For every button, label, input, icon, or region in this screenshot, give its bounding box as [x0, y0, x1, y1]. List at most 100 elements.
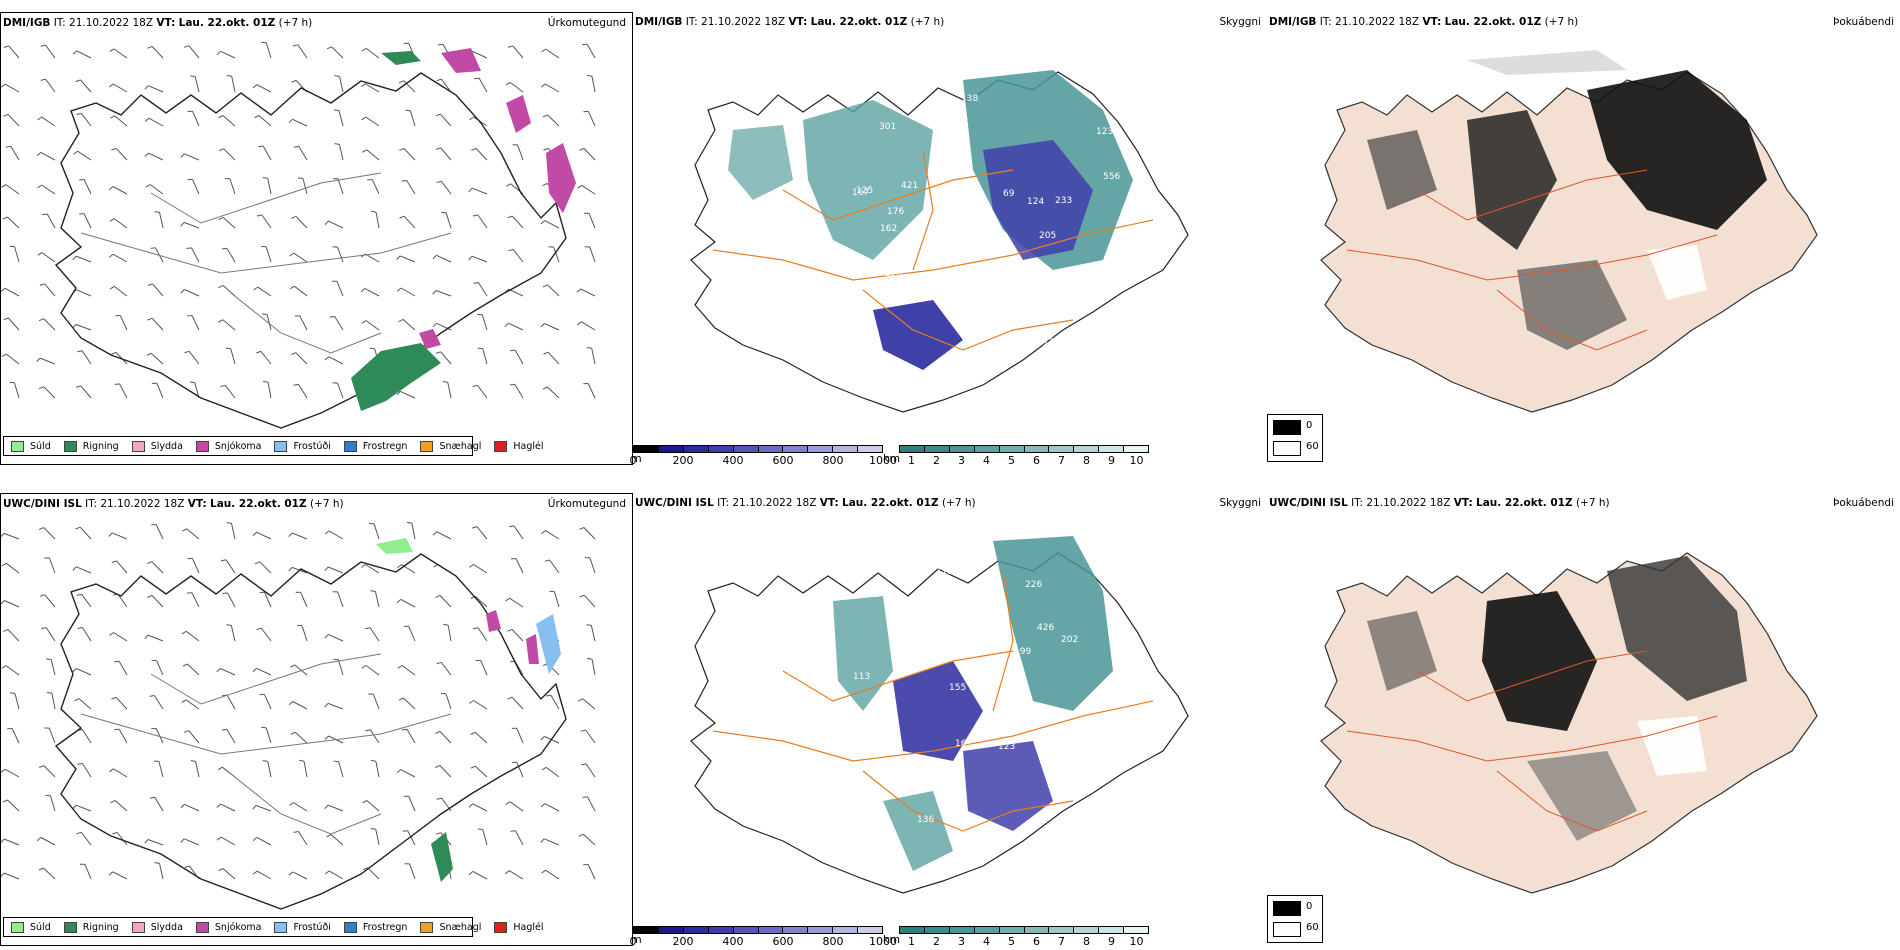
wind-barb	[188, 730, 200, 744]
colorbar-segment	[900, 446, 925, 452]
wind-barb-flag	[468, 255, 473, 261]
wind-barb-flag	[477, 828, 483, 830]
wind-barb-flag	[38, 318, 44, 322]
valid-time: Lau. 22.okt. 01Z	[1476, 497, 1573, 509]
wind-barb-flag	[254, 115, 260, 119]
wind-barb	[544, 838, 560, 846]
wind-barb	[183, 221, 200, 229]
visibility-label: 176	[844, 723, 861, 733]
wind-barb-flag	[432, 322, 437, 328]
colorbar-segment	[634, 446, 659, 452]
ceiling-colorbar: 0 200 400 600 800 1000 m	[630, 926, 897, 948]
wind-barb	[337, 591, 344, 608]
wind-barb	[411, 523, 416, 540]
visibility-label: 113	[936, 567, 953, 577]
wind-barb	[148, 117, 164, 127]
wind-barb	[156, 383, 164, 399]
wind-barb	[439, 113, 452, 127]
wind-barb-flag	[144, 634, 149, 640]
wind-barb	[472, 870, 488, 880]
wind-barb	[328, 870, 344, 880]
wind-barb-flag	[147, 283, 153, 286]
wind-barb	[184, 838, 200, 846]
wind-barb	[403, 697, 416, 710]
colorbar-segment	[783, 446, 809, 452]
wind-barb	[508, 322, 524, 331]
wind-barb	[255, 805, 272, 812]
wind-barb-flag	[334, 143, 340, 145]
wind-barb-flag	[190, 760, 196, 762]
wind-barb-flag	[220, 559, 227, 562]
wind-barb-flag	[504, 322, 509, 328]
wind-barb	[260, 351, 272, 365]
wind-barb	[371, 179, 380, 195]
visibility-colorbar: 1 2 3 4 5 6 7 8 9 10 km	[883, 926, 1149, 948]
wind-barb-flag	[218, 216, 224, 221]
wind-barb	[294, 285, 308, 297]
model-name: DMI/IGB	[1269, 16, 1317, 28]
wind-barb	[119, 383, 128, 399]
wind-barb-flag	[398, 697, 404, 701]
wind-barb-flag	[507, 696, 513, 700]
wind-barb-flag	[221, 247, 227, 250]
wind-barb-flag	[39, 765, 44, 768]
wind-barb-flag	[262, 177, 268, 179]
wind-barb	[231, 76, 236, 93]
legend-swatch	[11, 440, 24, 452]
wind-barb	[585, 729, 596, 744]
wind-barb	[112, 83, 128, 93]
wind-barb-flag	[469, 116, 475, 121]
legend-swatch	[420, 440, 434, 452]
wind-barb-flag	[9, 692, 16, 694]
wind-barb	[48, 727, 56, 744]
valid-time: Lau. 22.okt. 01Z	[842, 497, 939, 509]
wind-barb-flag	[72, 255, 77, 261]
wind-barb-flag	[398, 318, 404, 323]
wind-barb-flag	[508, 525, 515, 528]
wind-barb	[4, 600, 20, 608]
wind-barb	[185, 699, 200, 710]
visibility-label: 167	[852, 188, 869, 198]
colorbar-tick: 2	[933, 935, 940, 948]
colorbar-segment	[1024, 927, 1050, 933]
wind-barb	[550, 694, 560, 710]
wind-barb-flag	[3, 113, 9, 117]
wind-barb-flag	[324, 703, 329, 708]
wind-barb	[327, 702, 344, 710]
wind-barb	[365, 665, 380, 676]
visibility-label: 421	[901, 181, 918, 191]
wind-barb	[298, 146, 308, 161]
wind-barb-flag	[288, 871, 294, 876]
wind-barb-flag	[396, 391, 401, 396]
colorbar-tick: 800	[822, 935, 844, 948]
wind-barb-flag	[290, 731, 296, 735]
wind-barb-flag	[39, 527, 44, 530]
wind-barb-flag	[114, 728, 120, 731]
wind-barb	[580, 288, 596, 297]
wind-barb	[330, 834, 344, 846]
legend-swatch	[195, 921, 209, 933]
wind-barb-flag	[111, 696, 117, 700]
wind-barb-flag	[147, 317, 153, 321]
colorbar-segment	[683, 927, 709, 933]
legend-label: Slydda	[150, 440, 183, 452]
panel-header: DMI/IGB IT: 21.10.2022 18Z VT: Lau. 22.o…	[635, 16, 1261, 28]
wind-barb-flag	[432, 254, 437, 260]
colorbar-segment	[999, 446, 1025, 452]
wind-barb	[511, 215, 524, 229]
wind-barb	[117, 593, 128, 608]
wind-barb-flag	[108, 186, 114, 191]
visibility-label: 199	[1014, 647, 1031, 657]
wind-barb	[267, 178, 272, 195]
wind-barb	[445, 693, 452, 710]
wind-barb	[583, 148, 596, 161]
valid-time: Lau. 22.okt. 01Z	[178, 17, 276, 29]
panel-header: UWC/DINI ISL IT: 21.10.2022 18Z VT: Lau.…	[3, 498, 626, 510]
wind-barb-flag	[252, 837, 258, 841]
wind-barb-flag	[262, 760, 268, 762]
wind-barb	[222, 868, 236, 880]
wind-barb-flag	[288, 532, 293, 538]
colorbar-segment	[949, 927, 975, 933]
wind-barb-flag	[505, 801, 511, 805]
wind-barb	[300, 592, 308, 608]
